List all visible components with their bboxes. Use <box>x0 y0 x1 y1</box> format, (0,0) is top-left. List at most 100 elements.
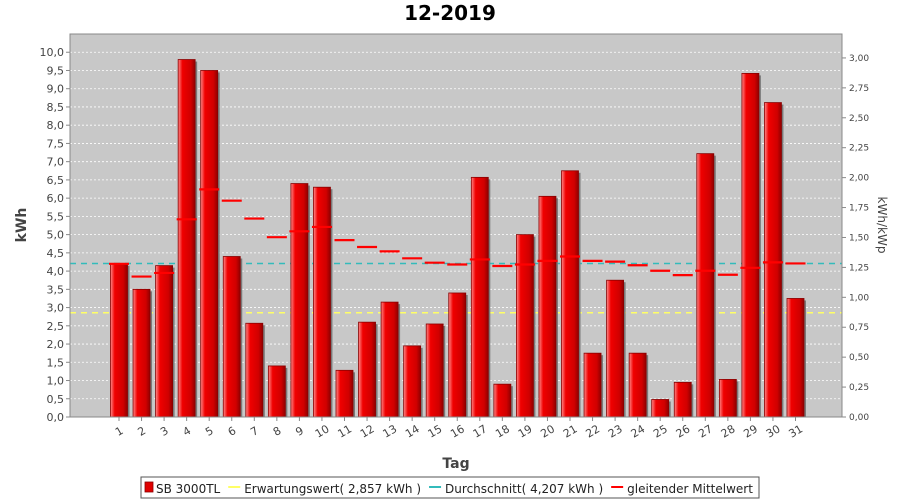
x-tick-label: 23 <box>606 422 625 440</box>
y-tick-label: 5,5 <box>47 210 65 223</box>
y-tick-label: 4,0 <box>47 265 65 278</box>
x-tick-label: 17 <box>471 422 490 440</box>
y-tick-label: 0,0 <box>47 411 65 424</box>
x-tick-label: 18 <box>493 422 512 440</box>
bar <box>764 102 782 418</box>
bar <box>470 176 489 418</box>
y-right-tick-label: 2,75 <box>849 84 869 94</box>
bar <box>110 263 128 418</box>
y-right-tick-label: 2,25 <box>849 144 869 154</box>
x-tick-label: 19 <box>516 422 535 440</box>
y-tick-label: 1,0 <box>47 375 65 388</box>
y-tick-label: 10,0 <box>40 46 65 59</box>
y-right-tick-label: 1,00 <box>849 293 869 303</box>
y-right-tick-label: 1,75 <box>849 204 869 214</box>
bar <box>606 279 624 418</box>
x-tick-label: 26 <box>674 422 693 440</box>
x-tick-label: 20 <box>538 422 557 440</box>
y-tick-label: 3,5 <box>47 283 65 296</box>
y-tick-label: 8,0 <box>47 119 65 132</box>
y-right-tick-label: 0,75 <box>849 323 869 333</box>
x-tick-label: 29 <box>741 422 760 440</box>
bar <box>696 153 715 418</box>
bar <box>561 170 579 418</box>
x-axis-label: Tag <box>442 456 469 472</box>
bar <box>380 301 399 418</box>
y-right-tick-label: 0,00 <box>849 413 869 423</box>
x-tick-label: 10 <box>313 422 332 440</box>
x-tick-label: 15 <box>426 422 445 440</box>
x-tick-label: 27 <box>696 422 715 440</box>
bar <box>155 265 174 418</box>
x-tick-label: 5 <box>203 424 216 439</box>
bar <box>290 183 309 418</box>
y-tick-label: 7,0 <box>47 156 65 169</box>
chart-title: 12-2019 <box>404 1 496 25</box>
x-tick-label: 25 <box>651 422 670 440</box>
y-right-tick-label: 2,00 <box>849 174 869 184</box>
x-tick-label: 7 <box>248 424 261 439</box>
bar <box>651 399 670 418</box>
x-tick-label: 14 <box>403 422 422 440</box>
x-tick-label: 13 <box>381 422 400 440</box>
y-tick-label: 9,5 <box>47 64 65 77</box>
legend-label: SB 3000TL <box>156 482 221 496</box>
legend-box <box>140 476 760 499</box>
y-tick-label: 3,0 <box>47 302 65 315</box>
x-tick-label: 24 <box>629 422 648 440</box>
x-tick-label: 3 <box>158 424 171 439</box>
y-tick-label: 0,5 <box>47 393 65 406</box>
x-tick-label: 16 <box>448 422 467 440</box>
bar <box>358 321 376 418</box>
y-right-tick-label: 2,50 <box>849 114 869 124</box>
bar <box>177 59 196 418</box>
bar <box>786 298 805 418</box>
y-tick-label: 1,5 <box>47 356 65 369</box>
bar <box>403 345 422 418</box>
bar <box>200 70 219 418</box>
bar <box>538 195 557 418</box>
legend-swatch-bar <box>144 481 154 493</box>
y-tick-label: 9,0 <box>47 83 65 96</box>
bar <box>718 379 737 418</box>
bar <box>628 352 647 418</box>
x-tick-label: 11 <box>335 422 354 440</box>
bar <box>132 288 151 418</box>
bar <box>425 323 444 418</box>
bar <box>267 365 286 418</box>
x-tick-label: 8 <box>271 424 284 439</box>
y-right-tick-label: 1,25 <box>849 263 869 273</box>
x-tick-label: 1 <box>113 424 126 439</box>
x-tick-label: 4 <box>181 424 194 439</box>
x-tick-label: 2 <box>136 424 149 439</box>
legend: SB 3000TL Erwartungswert( 2,857 kWh ) Durc… <box>140 476 760 499</box>
x-tick-label: 12 <box>358 422 377 440</box>
y-tick-label: 5,0 <box>47 229 65 242</box>
y-tick-label: 4,5 <box>47 247 65 260</box>
y-tick-label: 8,5 <box>47 101 65 114</box>
y-tick-label: 7,5 <box>47 137 65 150</box>
bar <box>516 234 534 418</box>
y-tick-label: 2,5 <box>47 320 65 333</box>
bar <box>448 292 467 418</box>
legend-label: gleitender Mittelwert <box>627 482 753 496</box>
x-tick-label: 22 <box>583 422 602 440</box>
legend-label: Erwartungswert( 2,857 kWh ) <box>244 482 421 496</box>
y-axis-right-label: kWh/kWp <box>875 197 889 254</box>
y-tick-label: 6,0 <box>47 192 65 205</box>
y-axis-label: kWh <box>14 208 30 243</box>
legend-label: Durchschnitt( 4,207 kWh ) <box>445 482 603 496</box>
y-tick-label: 2,0 <box>47 338 65 351</box>
bar <box>583 352 602 418</box>
y-tick-label: 6,5 <box>47 174 65 187</box>
bar <box>673 381 692 418</box>
x-tick-label: 31 <box>786 422 805 440</box>
bar <box>335 369 354 418</box>
bar <box>245 322 264 418</box>
x-tick-label: 9 <box>293 424 306 439</box>
y-right-tick-label: 0,25 <box>849 383 869 393</box>
grid <box>70 51 842 400</box>
x-tick-label: 28 <box>719 422 738 440</box>
y-right-tick-label: 3,00 <box>849 54 869 64</box>
